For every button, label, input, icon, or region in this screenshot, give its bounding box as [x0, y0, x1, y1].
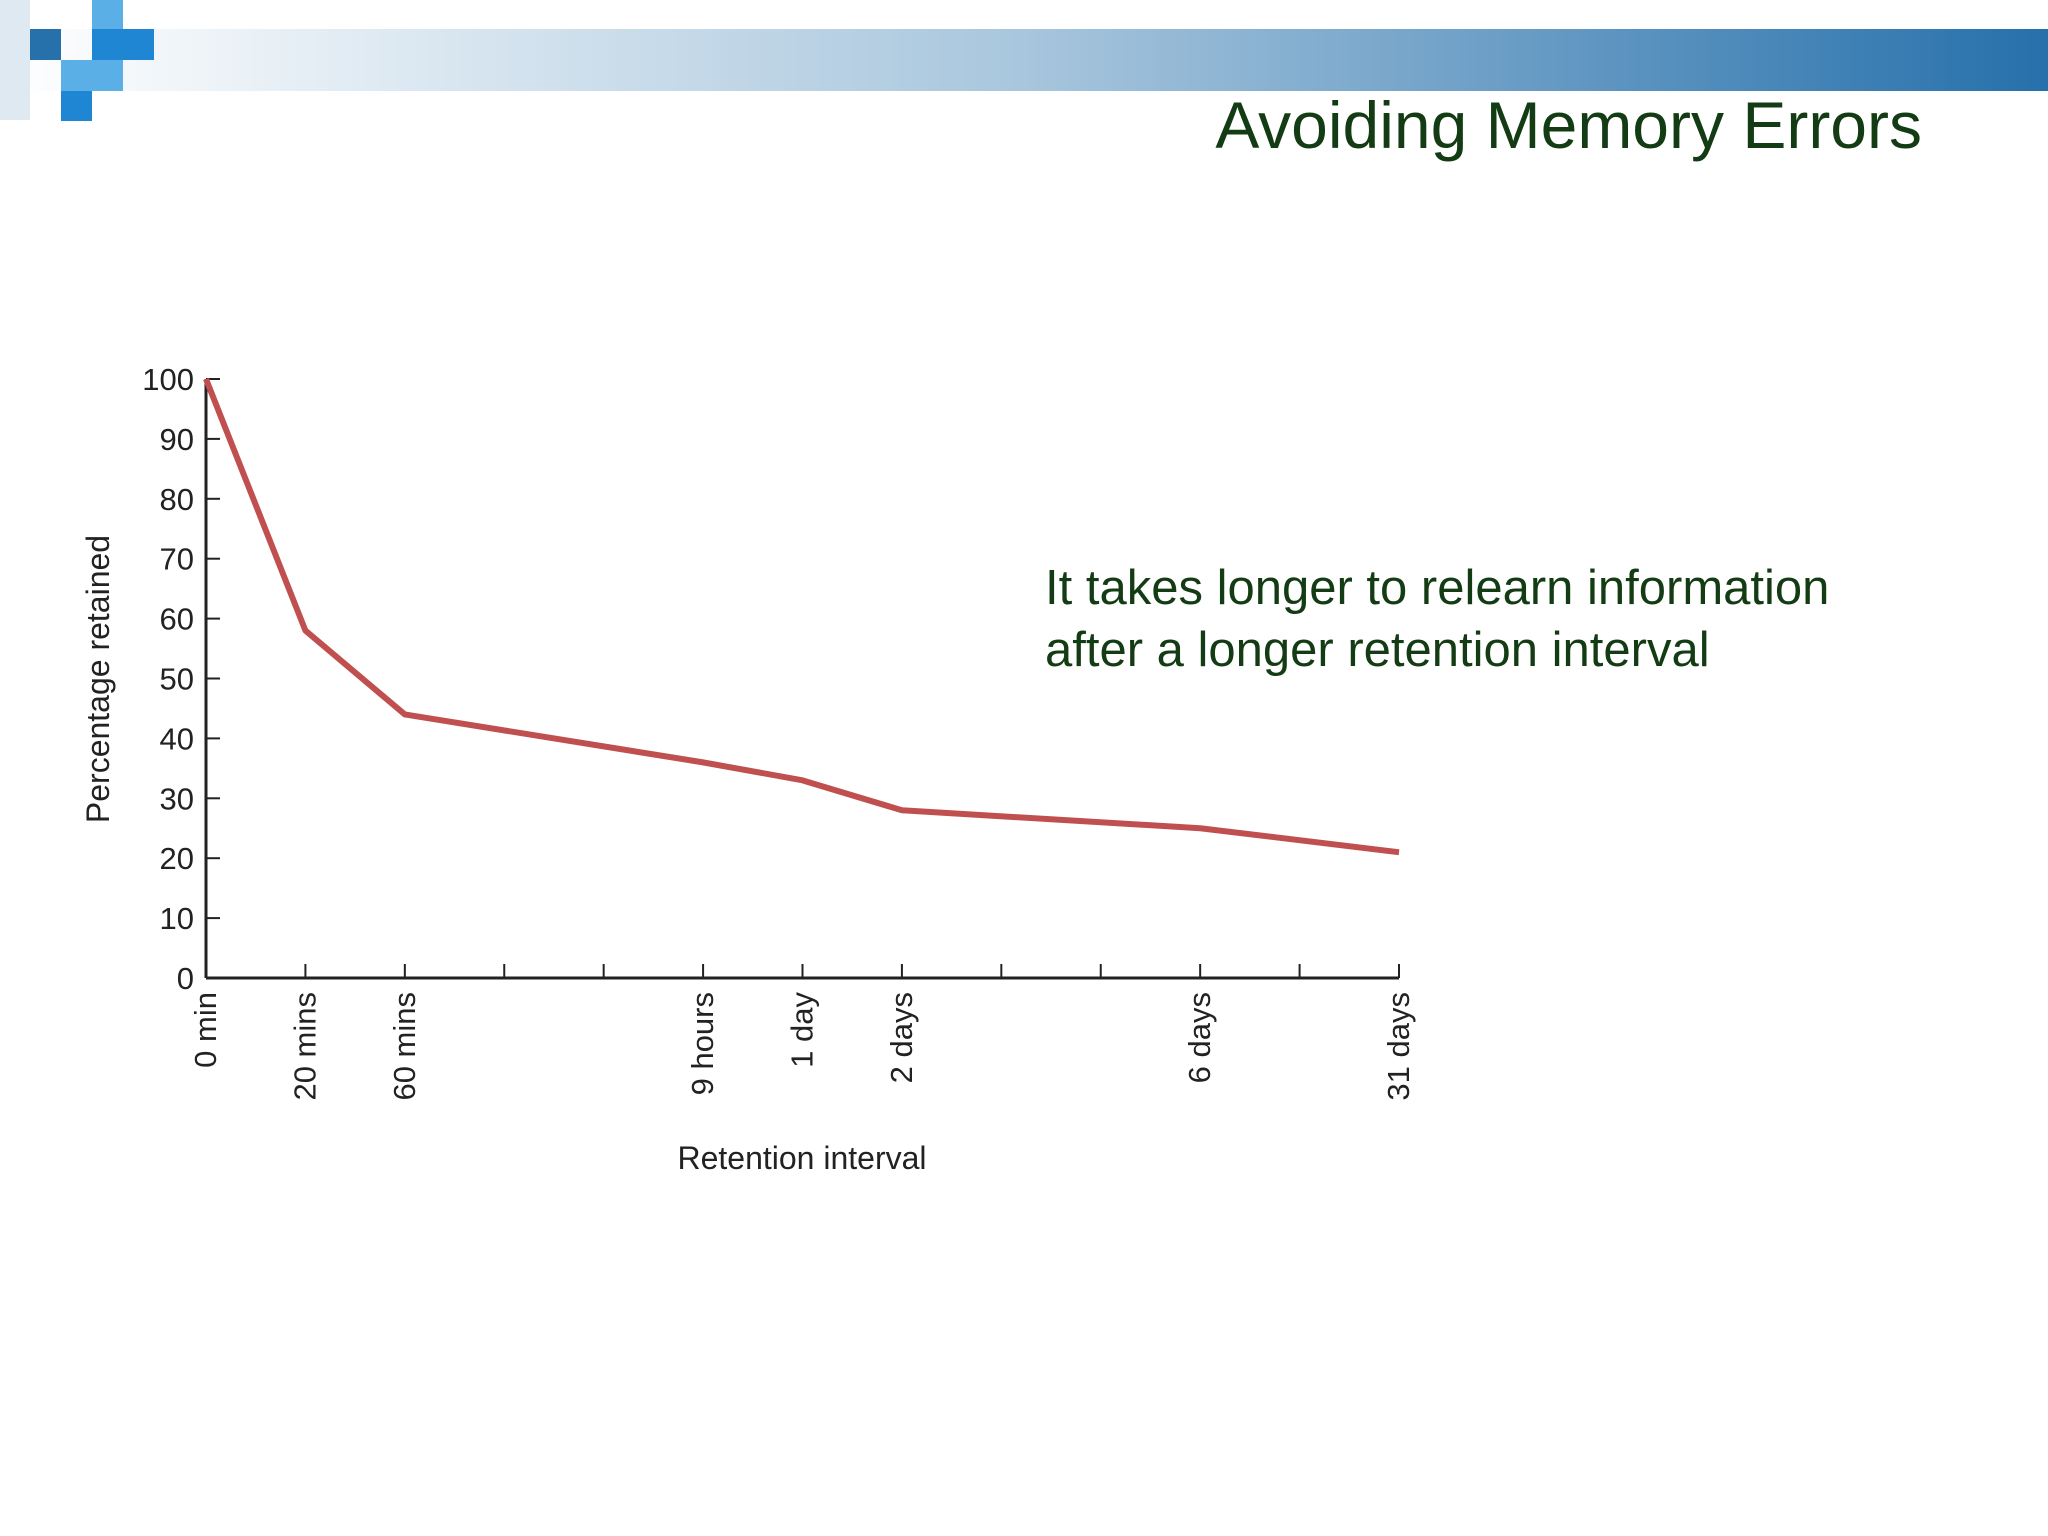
x-tick-label: 6 days — [1182, 992, 1217, 1083]
x-tick-label: 1 day — [785, 992, 820, 1068]
x-tick-label: 60 mins — [387, 992, 422, 1101]
annotation-line: after a longer retention interval — [1045, 623, 1710, 677]
annotation-line: It takes longer to relearn information — [1045, 561, 1829, 615]
plot: 0 10 20 30 40 50 60 70 80 90 100 0 min 20 mins 60 min… — [142, 362, 1416, 1101]
x-axis-label: Retention interval — [677, 1140, 926, 1176]
y-tick-label: 0 — [177, 961, 194, 996]
y-tick-label: 30 — [160, 781, 194, 816]
x-tick-label: 0 min — [188, 992, 223, 1068]
y-tick-label: 10 — [160, 901, 194, 936]
y-tick-label: 20 — [160, 841, 194, 876]
y-axis-label: Percentage retained — [80, 535, 116, 823]
y-tick-label: 60 — [160, 602, 194, 637]
y-tick-label: 50 — [160, 662, 194, 697]
data-line — [203, 377, 1400, 856]
y-tick-label: 90 — [160, 422, 194, 457]
y-tick-label: 80 — [160, 482, 194, 517]
x-tick-label: 9 hours — [685, 992, 720, 1095]
header-bar — [0, 29, 2048, 91]
y-tick-label: 40 — [160, 721, 194, 756]
logo — [0, 0, 154, 121]
slide-title: Avoiding Memory Errors — [1215, 88, 1922, 162]
x-tick-label: 31 days — [1381, 992, 1416, 1101]
y-tick-label: 100 — [142, 362, 194, 397]
x-tick-label: 2 days — [884, 992, 919, 1083]
y-tick-label: 70 — [160, 542, 194, 577]
x-tick-label: 20 mins — [287, 992, 322, 1101]
